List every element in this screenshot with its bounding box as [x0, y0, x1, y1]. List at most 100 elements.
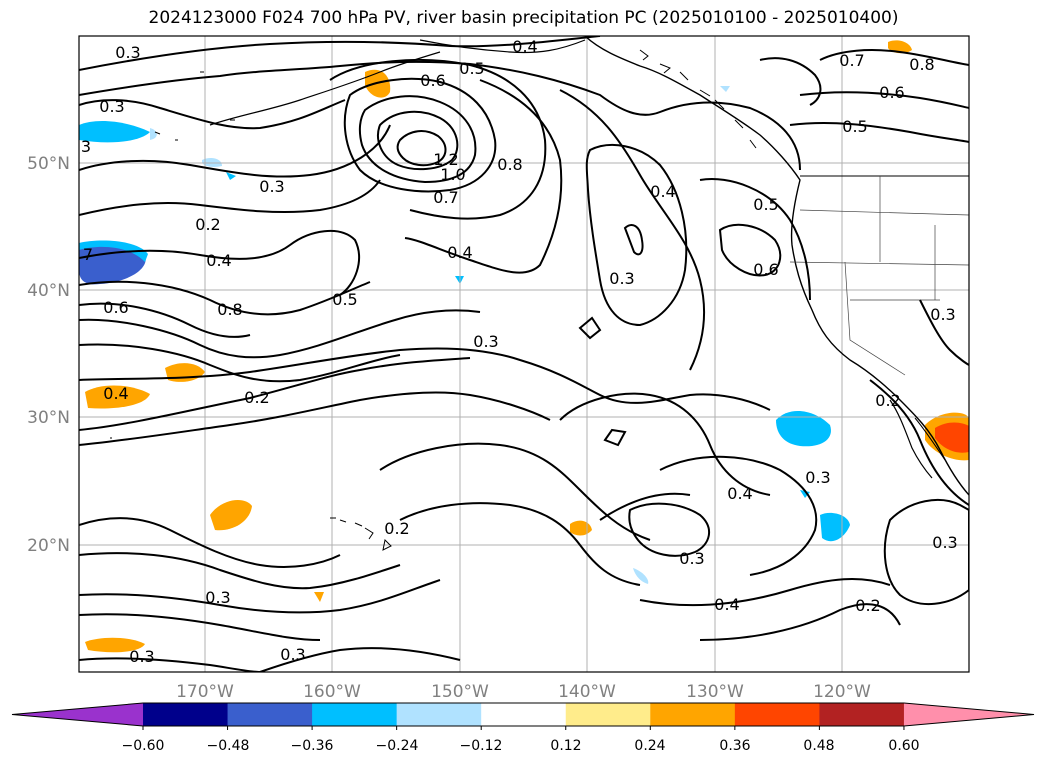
contour-label: 0.8 — [909, 55, 934, 74]
pv-contour — [789, 122, 969, 143]
map-area — [79, 36, 969, 672]
contour-label: 1.0 — [440, 165, 465, 184]
precip-patch — [150, 128, 157, 140]
colorbar-tick-label: −0.24 — [376, 738, 419, 754]
precip-patch — [210, 499, 252, 531]
pv-contour — [819, 49, 969, 66]
contour-label: 0.4 — [512, 37, 537, 56]
contour-label: 0.3 — [930, 305, 955, 324]
lat-label: 20°N — [27, 536, 70, 556]
precip-patch — [935, 422, 969, 453]
contour-label: 0.4 — [714, 595, 739, 614]
colorbar-segment — [143, 703, 229, 726]
colorbar-tick-label: −0.36 — [291, 738, 334, 754]
contour-label: 0.3 — [129, 647, 154, 666]
contour-label: 0.6 — [420, 71, 445, 90]
lon-label: 150°W — [431, 682, 489, 702]
longitude-labels: 170°W 160°W 150°W 140°W 130°W 120°W — [176, 682, 871, 702]
pv-contour — [559, 392, 771, 496]
lon-label: 170°W — [176, 682, 234, 702]
pv-contour — [559, 89, 706, 371]
pv-contour — [639, 578, 891, 607]
contour-label: 0.7 — [433, 188, 458, 207]
pv-contour — [329, 59, 547, 220]
contour-label: 1.2 — [433, 150, 458, 169]
precip-patch — [79, 240, 148, 262]
contour-label: 0.3 — [932, 533, 957, 552]
contour-label: 0.5 — [753, 195, 778, 214]
contour-label: 0.3 — [259, 177, 284, 196]
contour-label: 0.2 — [875, 391, 900, 410]
contour-label: 0.7 — [839, 51, 864, 70]
pv-contour — [79, 60, 801, 171]
contour-label: 7 — [83, 245, 93, 264]
colorbar-tick-label: −0.48 — [207, 738, 250, 754]
colorbar-tick-label: −0.60 — [122, 738, 165, 754]
pv-contour — [699, 603, 901, 641]
contour-label: 3 — [81, 137, 91, 156]
lat-label: 30°N — [27, 408, 70, 428]
pv-contour — [659, 455, 818, 576]
contour-label: 0.2 — [855, 596, 880, 615]
pv-contour — [79, 391, 551, 446]
map-title: 2024123000 F024 700 hPa PV, river basin … — [148, 8, 899, 28]
contour-label: 0.3 — [609, 269, 634, 288]
coastline-north-america — [584, 36, 969, 496]
lon-label: 140°W — [558, 682, 616, 702]
colorbar-segment — [734, 703, 820, 726]
contour-label: 0.2 — [195, 215, 220, 234]
colorbar-segment — [819, 703, 905, 726]
pv-contour — [718, 223, 782, 277]
pv-contour — [79, 280, 371, 316]
archipelago-bc — [639, 49, 757, 149]
precip-patch — [800, 490, 810, 498]
colorbar-tick-label: 0.48 — [803, 738, 834, 754]
pv-contour — [79, 579, 441, 614]
pv-contour — [399, 502, 641, 586]
pv-contour — [883, 499, 969, 606]
colorbar: −0.60 −0.48 −0.36 −0.24 −0.12 0.12 0.24 … — [11, 702, 1035, 754]
contour-label: 0.4 — [447, 243, 472, 262]
pv-contour — [377, 110, 459, 171]
pv-contour — [79, 99, 346, 130]
precip-patch — [776, 410, 831, 447]
precip-patch — [79, 243, 146, 285]
lat-label: 40°N — [27, 281, 70, 301]
colorbar-segment — [227, 703, 313, 726]
pv-contour — [79, 36, 601, 71]
contour-label: 0.3 — [473, 332, 498, 351]
contour-label: 0.6 — [103, 298, 128, 317]
graticule — [79, 36, 969, 672]
pv-contour — [396, 130, 447, 167]
contour-label: 0.3 — [679, 549, 704, 568]
contour-label: 0.5 — [332, 290, 357, 309]
lon-label: 130°W — [686, 682, 744, 702]
pv-contour — [79, 517, 341, 568]
colorbar-segment — [481, 703, 567, 726]
pv-contour — [79, 124, 391, 178]
contour-label: 0.6 — [753, 260, 778, 279]
pv-contour — [343, 77, 497, 193]
precip-patch — [633, 568, 649, 584]
precip-patch — [720, 86, 730, 92]
pv-contour — [79, 552, 401, 590]
pv-contour — [869, 379, 969, 506]
contour-label: 0.3 — [115, 43, 140, 62]
pv-contour — [79, 657, 261, 672]
lon-label: 120°W — [813, 682, 871, 702]
colorbar-segment — [650, 703, 736, 726]
contour-label: 0.2 — [244, 388, 269, 407]
contour-label: 0.8 — [217, 300, 242, 319]
pv-contour — [699, 178, 811, 301]
contour-label: 0.3 — [99, 97, 124, 116]
pv-contour — [259, 647, 461, 672]
pv-contour — [79, 179, 381, 216]
contour-label: 0.5 — [459, 59, 484, 78]
pv-contour — [79, 302, 251, 338]
contour-label: 0.4 — [727, 484, 752, 503]
lat-label: 50°N — [27, 154, 70, 174]
contour-label: 0.3 — [280, 645, 305, 664]
precip-patch — [226, 172, 236, 180]
pv-contour — [79, 309, 481, 359]
